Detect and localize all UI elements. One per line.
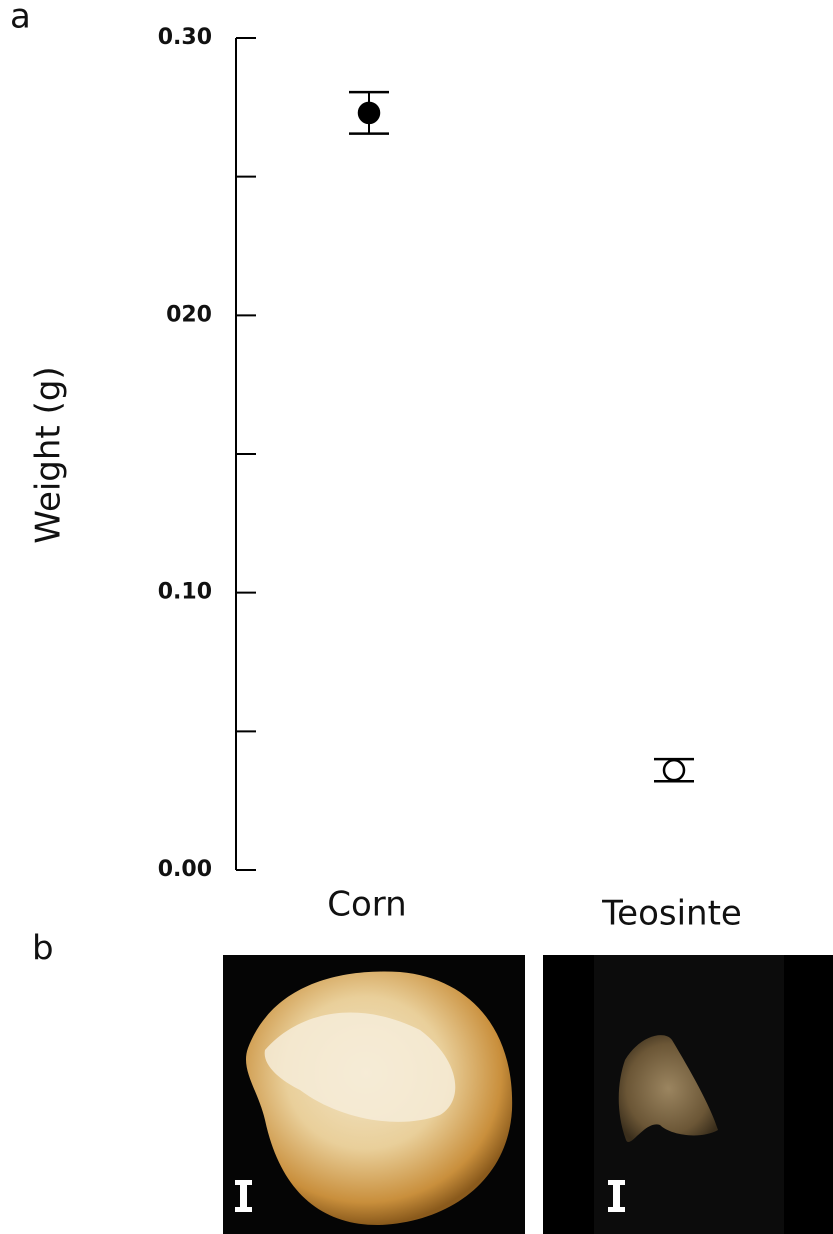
x-category-label: Teosinte <box>601 894 742 934</box>
y-tick-label: 020 <box>166 302 212 327</box>
panel-label: a <box>10 0 31 37</box>
x-category-label: Corn <box>327 885 406 925</box>
panel-label: b <box>32 929 54 969</box>
mean-point <box>357 101 381 125</box>
y-axis-label: Weight (g) <box>29 366 69 543</box>
corn-photo <box>223 955 525 1234</box>
mean-point <box>662 758 686 782</box>
plot-area: 0.00 0.10 020 0.30 Corn Teosinte <box>158 25 742 934</box>
teosinte-photo <box>543 955 833 1234</box>
y-tick-label: 0.00 <box>158 857 212 882</box>
y-tick-label: 0.30 <box>158 25 212 50</box>
y-tick-label: 0.10 <box>158 580 212 605</box>
